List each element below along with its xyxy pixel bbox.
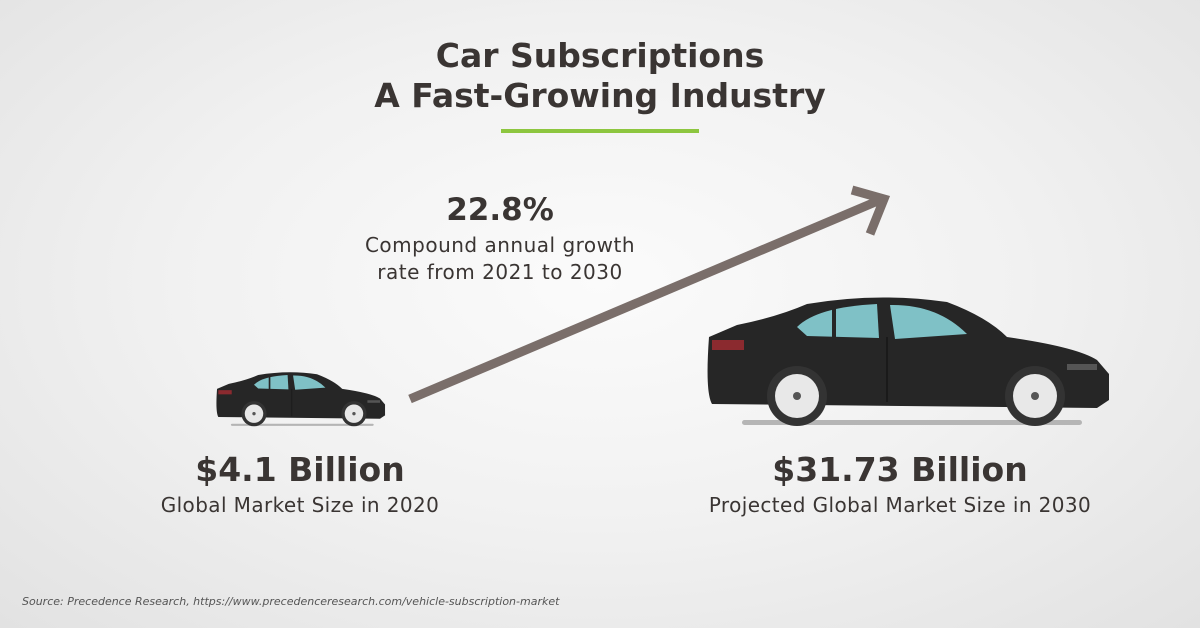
cagr-value: 22.8%: [446, 192, 554, 228]
start-market-value: $4.1 Billion: [195, 450, 405, 489]
car-icon: [216, 371, 386, 427]
start-market-label: Global Market Size in 2020: [160, 493, 440, 517]
end-market-label: Projected Global Market Size in 2030: [708, 493, 1092, 517]
source-citation: Source: Precedence Research, https://www…: [22, 595, 560, 608]
page-title: Car Subscriptions A Fast-Growing Industr…: [374, 36, 826, 115]
title-underline: [501, 129, 699, 133]
cagr-description: Compound annual growth rate from 2021 to…: [364, 233, 636, 284]
car-icon: [706, 296, 1110, 427]
growth-arrow-icon: [408, 185, 891, 404]
end-market-value: $31.73 Billion: [772, 450, 1028, 489]
